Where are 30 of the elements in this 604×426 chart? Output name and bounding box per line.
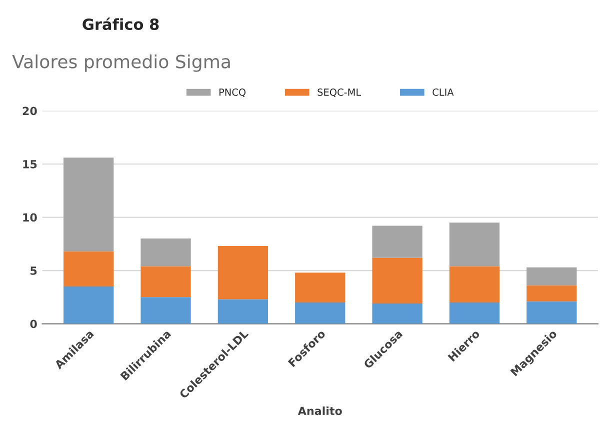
bar bbox=[449, 302, 500, 324]
y-tick-label: 15 bbox=[23, 160, 37, 168]
y-tick-label: 5 bbox=[30, 266, 37, 275]
bar bbox=[526, 285, 577, 302]
y-tick-label: 20 bbox=[22, 106, 37, 116]
bar bbox=[372, 226, 422, 258]
x-axis-title: Analito bbox=[298, 406, 342, 416]
bar bbox=[218, 246, 268, 300]
chart-title: Valores promedio Sigma bbox=[12, 54, 230, 72]
y-tick-label: 10 bbox=[23, 213, 37, 222]
bar bbox=[218, 299, 268, 324]
bar bbox=[295, 302, 346, 324]
bar bbox=[140, 297, 191, 324]
bar bbox=[449, 222, 500, 266]
bar bbox=[526, 267, 577, 286]
bar bbox=[295, 272, 346, 302]
legend-label: SEQC-ML bbox=[318, 88, 362, 97]
legend-label: CLIA bbox=[432, 88, 454, 96]
bar bbox=[140, 238, 191, 266]
bar bbox=[526, 301, 577, 324]
bar bbox=[64, 158, 114, 252]
bar bbox=[372, 304, 422, 324]
bar bbox=[64, 251, 114, 286]
bar bbox=[140, 266, 191, 298]
legend-label: PNCQ bbox=[219, 88, 246, 97]
bar bbox=[372, 258, 422, 304]
bar bbox=[449, 266, 500, 302]
bar bbox=[64, 286, 114, 324]
text: Gráfico 8 bbox=[82, 18, 159, 30]
y-tick-label: 0 bbox=[30, 320, 37, 328]
